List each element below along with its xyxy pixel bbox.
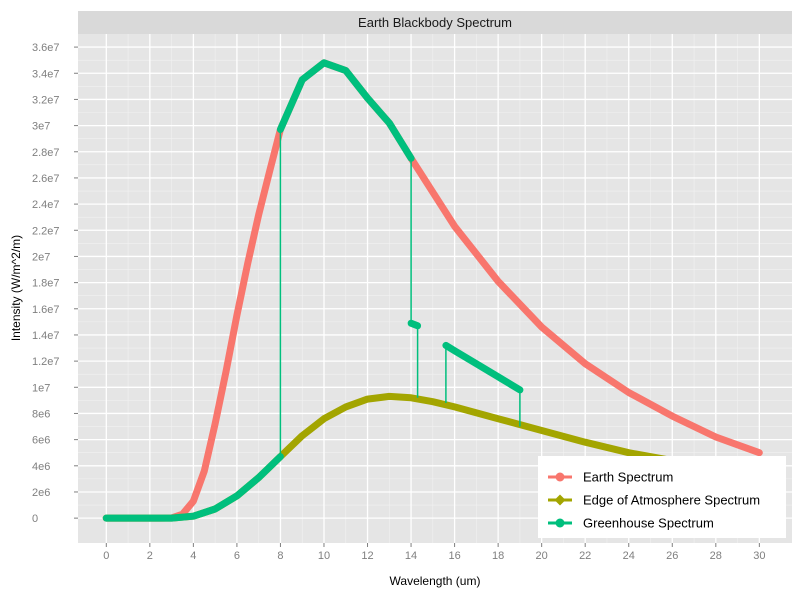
y-tick-label: 3.6e7 [32,42,60,54]
y-tick-label: 4e6 [32,461,50,473]
y-tick-label: 2.2e7 [32,225,60,237]
legend-label: Greenhouse Spectrum [583,516,714,531]
y-tick-label: 1.2e7 [32,356,60,368]
legend-marker-diamond [554,494,566,506]
legend-item: Edge of Atmosphere Spectrum [548,493,760,508]
x-tick-label: 18 [492,550,504,562]
x-tick-label: 28 [710,550,722,562]
x-tick-label: 16 [448,550,460,562]
y-axis-ticks: 0 2e6 4e6 6e6 8e6 1e7 1.2e7 1.4e7 1.6e7 1.8e7 2e7 2… [32,42,78,525]
legend-marker-circle [555,518,565,528]
x-axis-ticks: 0 2 4 6 8 10 12 14 16 18 20 22 24 26 28 30 [103,543,765,562]
x-tick-label: 20 [536,550,548,562]
chart-title: Earth Blackbody Spectrum [358,15,512,30]
y-tick-label: 3.4e7 [32,68,60,80]
legend-box [538,456,786,538]
y-tick-label: 3.2e7 [32,94,60,106]
y-tick-label: 3e7 [32,121,50,133]
x-tick-label: 2 [147,550,153,562]
x-tick-label: 30 [753,550,765,562]
legend-marker-circle [555,472,565,482]
x-tick-label: 22 [579,550,591,562]
legend-item: Earth Spectrum [548,470,673,485]
y-tick-label: 1e7 [32,382,50,394]
y-tick-label: 2.4e7 [32,199,60,211]
y-tick-label: 6e6 [32,435,50,447]
y-tick-label: 2e6 [32,487,50,499]
y-tick-label: 0 [32,513,38,525]
grid-major [78,34,792,543]
y-tick-label: 1.4e7 [32,330,60,342]
series-layer [102,59,763,522]
x-axis-title: Wavelength (um) [390,574,481,588]
x-tick-label: 14 [405,550,417,562]
y-tick-label: 8e6 [32,408,50,420]
y-tick-label: 2e7 [32,251,50,263]
series-line-greenhouse-spectrum [276,59,415,162]
y-tick-label: 1.8e7 [32,278,60,290]
legend-label: Edge of Atmosphere Spectrum [583,493,760,508]
x-tick-label: 6 [234,550,240,562]
series-line-greenhouse-spectrum [442,341,524,394]
legend-label: Earth Spectrum [583,470,673,485]
x-tick-label: 0 [103,550,109,562]
y-tick-label: 2.6e7 [32,173,60,185]
legend: Earth Spectrum Edge of Atmosphere Spectru… [538,456,786,538]
x-tick-label: 8 [277,550,283,562]
y-tick-label: 1.6e7 [32,304,60,316]
y-axis-title: Intensity (W/m^2/m) [9,235,23,341]
title-strip [78,11,792,34]
x-tick-label: 24 [623,550,635,562]
legend-item: Greenhouse Spectrum [548,516,714,531]
series-line-greenhouse-spectrum [102,453,284,522]
x-tick-label: 4 [190,550,196,562]
x-tick-label: 26 [666,550,678,562]
series-line-greenhouse-spectrum [407,319,422,330]
y-tick-label: 2.8e7 [32,147,60,159]
x-tick-label: 12 [361,550,373,562]
x-tick-label: 10 [318,550,330,562]
